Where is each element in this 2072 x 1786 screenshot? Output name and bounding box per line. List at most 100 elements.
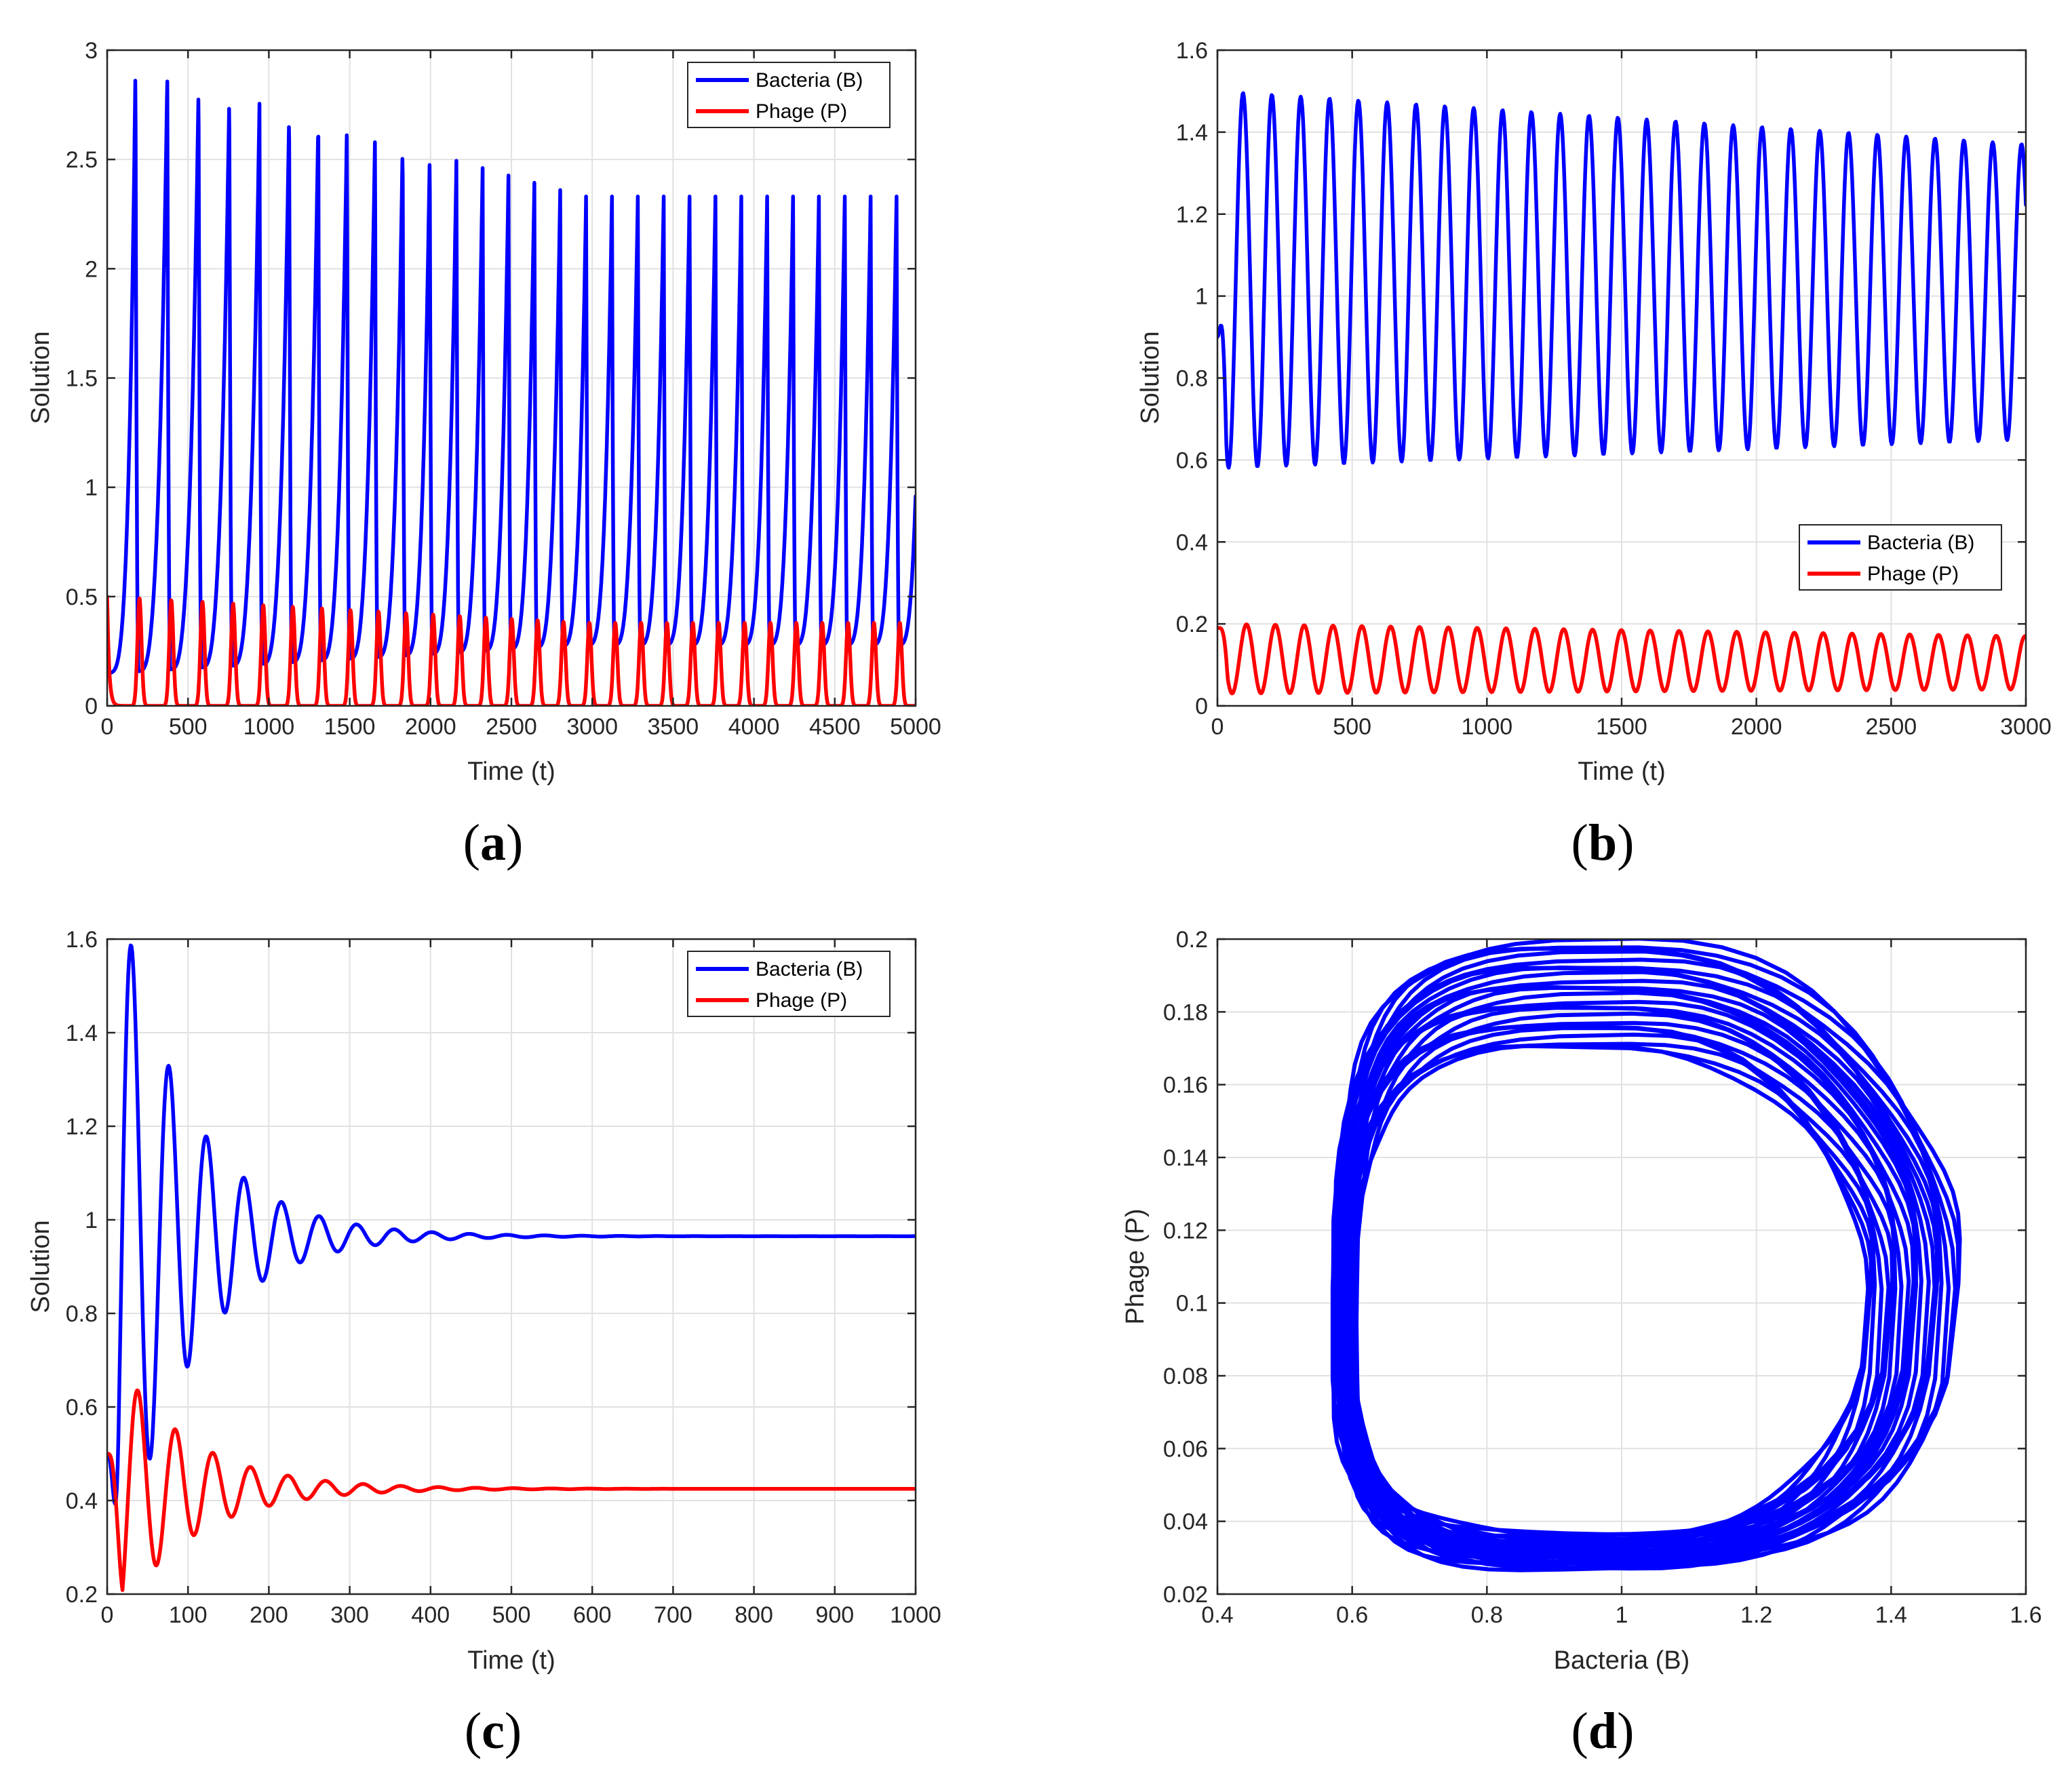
panel-c-legend-label: Phage (P) xyxy=(756,989,847,1012)
panel-a-legend: Bacteria (B) Phage (P) xyxy=(687,62,891,128)
panel-c-tick-labels: 0 100 200 300 400 500 600 700 800 900 1000 0.2 0.4 0.… xyxy=(66,927,941,1628)
panel-c-legend: Bacteria (B) Phage (P) xyxy=(687,951,891,1017)
panel-d-caption: (d) xyxy=(1571,1703,1635,1760)
panel-c-ytick-label: 0.8 xyxy=(66,1301,98,1327)
panel-a-tick-labels: 0 500 1000 1500 2000 2500 3000 3500 4000 4500 5000… xyxy=(66,38,941,740)
panel-d-ytick-label: 0.04 xyxy=(1163,1509,1208,1535)
panel-d-series-phase-portrait xyxy=(1352,1026,1877,1547)
panel-c-caption-letter: c xyxy=(482,1703,505,1760)
panel-a-ytick-label: 2.5 xyxy=(66,147,98,173)
panel-a-xtick-label: 3000 xyxy=(566,714,618,740)
panel-c-caption: (c) xyxy=(465,1703,522,1760)
panel-b-xtick-label: 2500 xyxy=(1866,714,1917,740)
panel-d-series-phase-portrait xyxy=(1348,1004,1898,1552)
panel-d-series-phase-portrait xyxy=(1349,1044,1873,1538)
panel-b: 0 500 1000 1500 2000 2500 3000 0 0.2 0.4 0.6 0.8 1 1.… xyxy=(1136,38,2052,871)
panel-d-tick-labels: 0.4 0.6 0.8 1 1.2 1.4 1.6 0.02 0.04 0.06 0.08 0.1 0.… xyxy=(1163,927,2042,1628)
panel-b-ytick-label: 1.4 xyxy=(1176,120,1208,146)
panel-a-legend-label: Phage (P) xyxy=(756,100,847,123)
panel-d-series-phase-portrait xyxy=(1331,947,1957,1568)
panel-c-series xyxy=(107,943,916,1592)
panel-d-series-phase-portrait xyxy=(1352,1032,1874,1544)
panel-d-ytick-label: 0.18 xyxy=(1163,999,1208,1025)
panel-c-ytick-label: 0.4 xyxy=(66,1488,98,1514)
panel-b-ytick-label: 0.4 xyxy=(1176,530,1208,555)
panel-b-ticks xyxy=(1216,49,2027,707)
panel-c-xtick-label: 900 xyxy=(815,1602,854,1628)
panel-d-xtick-label: 0.8 xyxy=(1471,1602,1503,1628)
panel-a-xtick-label: 0 xyxy=(101,714,114,740)
panel-b-ytick-label: 0.2 xyxy=(1176,612,1208,637)
panel-b-xlabel: Time (t) xyxy=(1578,757,1665,786)
panel-d-series-phase-portrait xyxy=(1348,1024,1884,1547)
panel-d-ytick-label: 0.08 xyxy=(1163,1364,1208,1389)
panel-a-legend-label: Bacteria (B) xyxy=(756,69,863,92)
panel-c-ylabel: Solution xyxy=(26,1220,55,1313)
panel-a-ytick-label: 1 xyxy=(85,475,98,501)
panel-b-ytick-label: 0.8 xyxy=(1176,366,1208,392)
panel-b-legend-label: Phage (P) xyxy=(1867,563,1959,585)
panel-a-xtick-label: 2500 xyxy=(486,714,537,740)
panel-b-ytick-label: 1 xyxy=(1195,284,1208,310)
panel-a-ytick-label: 0.5 xyxy=(66,584,98,610)
panel-a-xtick-label: 1000 xyxy=(243,714,295,740)
panel-a-caption: (a) xyxy=(463,814,524,871)
panel-d-xtick-label: 1.6 xyxy=(2010,1602,2041,1628)
panel-c-xtick-label: 400 xyxy=(411,1602,450,1628)
panel-c-xtick-label: 1000 xyxy=(890,1602,941,1628)
panel-a-caption-letter: a xyxy=(480,814,506,871)
panel-d-ytick-label: 0.16 xyxy=(1163,1073,1208,1098)
panel-d-series-phase-portrait xyxy=(1345,1025,1891,1543)
panel-b-ylabel: Solution xyxy=(1136,331,1165,424)
panel-c-xtick-label: 800 xyxy=(735,1602,773,1628)
panel-d-xtick-label: 0.6 xyxy=(1336,1602,1368,1628)
panel-d-ytick-label: 0.12 xyxy=(1163,1218,1208,1244)
panel-a-xtick-label: 1500 xyxy=(324,714,376,740)
panel-d-series xyxy=(1330,939,1962,1572)
panel-c-ytick-label: 0.6 xyxy=(66,1395,98,1421)
panel-a-ytick-label: 3 xyxy=(85,38,98,64)
panel-c-legend-box xyxy=(687,951,891,1017)
panel-b-ytick-label: 0 xyxy=(1195,694,1208,719)
panel-a-ylabel: Solution xyxy=(26,331,55,424)
panel-d-caption-letter: d xyxy=(1588,1703,1617,1760)
panel-c-xlabel: Time (t) xyxy=(467,1646,555,1675)
panel-b-xtick-label: 500 xyxy=(1333,714,1371,740)
panel-d-xlabel: Bacteria (B) xyxy=(1554,1646,1690,1675)
panel-c-xtick-label: 600 xyxy=(573,1602,612,1628)
panel-a-ytick-label: 0 xyxy=(85,694,98,719)
panel-c-xtick-label: 100 xyxy=(169,1602,208,1628)
panel-a-xlabel: Time (t) xyxy=(467,757,555,786)
panel-b-legend-box xyxy=(1799,524,2002,591)
panel-b-tick-labels: 0 500 1000 1500 2000 2500 3000 0 0.2 0.4 0.6 0.8 1 1.… xyxy=(1176,38,2052,740)
panel-b-xtick-label: 1500 xyxy=(1596,714,1647,740)
panel-a: 0 500 1000 1500 2000 2500 3000 3500 4000 4500 5000… xyxy=(26,38,941,871)
panel-d-ylabel: Phage (P) xyxy=(1121,1208,1150,1324)
panel-d-ytick-label: 0.06 xyxy=(1163,1436,1208,1462)
panel-a-ytick-label: 2 xyxy=(85,256,98,282)
panel-c-xtick-label: 200 xyxy=(250,1602,288,1628)
panel-b-caption-letter: b xyxy=(1588,814,1617,871)
panel-d-ticks xyxy=(1216,938,2027,1595)
panel-d-series-phase-portrait xyxy=(1349,1043,1871,1541)
panel-d-ytick-label: 0.02 xyxy=(1163,1582,1208,1608)
panel-a-ticks xyxy=(106,49,917,707)
panel-d: 0.4 0.6 0.8 1 1.2 1.4 1.6 0.02 0.04 0.06 0.08 0.1 0.… xyxy=(1121,927,2042,1760)
panel-b-ytick-label: 1.2 xyxy=(1176,202,1208,228)
panel-d-ytick-label: 0.14 xyxy=(1163,1145,1208,1171)
panel-d-ytick-label: 0.2 xyxy=(1176,927,1208,953)
panel-b-xtick-label: 2000 xyxy=(1731,714,1782,740)
panel-c-ytick-label: 1 xyxy=(85,1208,98,1233)
panel-b-series-phage-p xyxy=(1217,622,2026,696)
panel-a-series-phage-p xyxy=(107,595,916,706)
panel-c-xtick-label: 500 xyxy=(492,1602,531,1628)
panel-b-ytick-label: 0.6 xyxy=(1176,448,1208,473)
panel-d-ytick-label: 0.1 xyxy=(1176,1291,1208,1317)
panel-a-xtick-label: 4500 xyxy=(809,714,861,740)
panel-a-xtick-label: 4000 xyxy=(728,714,780,740)
panel-b-legend: Bacteria (B) Phage (P) xyxy=(1799,524,2002,591)
panel-c-series-bacteria-b xyxy=(107,943,916,1506)
panel-b-caption: (b) xyxy=(1571,814,1635,871)
panel-a-xtick-label: 5000 xyxy=(890,714,941,740)
